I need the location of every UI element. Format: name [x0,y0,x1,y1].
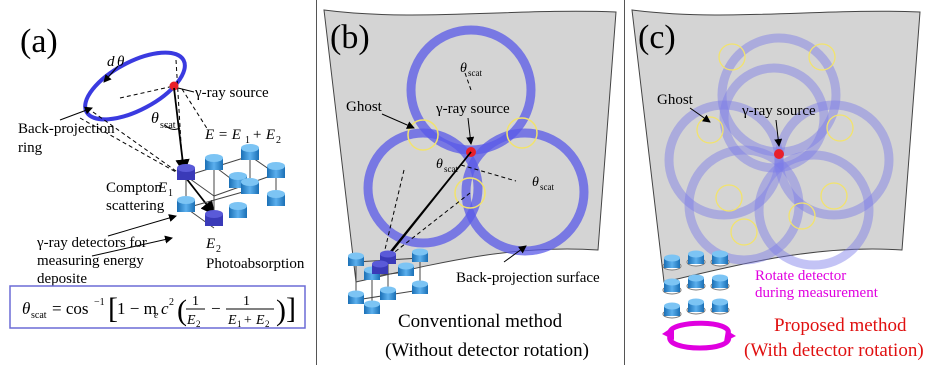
source-label-c: γ-ray source [741,103,816,119]
theta-scat-symbol: θ [151,110,159,127]
compton-label-1: Compton [106,180,162,196]
formula-den-e1-sub: 1 [237,319,242,329]
rotation-arrowhead-1 [724,330,736,342]
detector-array-b [348,248,428,314]
formula-cos: = cos [52,299,89,318]
ghost-leader-c [689,107,711,123]
scattered-ray [185,177,216,216]
ghost-leader [381,113,415,129]
formula-box [9,285,306,329]
surface-label: Back-projection surface [456,270,600,286]
theta-scat-3: θ [532,175,539,190]
formula-one-minus: 1 − m [117,299,157,318]
panel-b: (b) θ scat θ scat θ scat Ghost γ-ray sou… [316,0,624,365]
dtheta-theta: θ [117,54,125,70]
divider-bc [624,0,625,365]
theta-arc [164,124,181,130]
dtheta-arrow [103,65,119,83]
formula-paren-right: ) [276,294,286,327]
source-leader-c [774,119,783,147]
formula-theta: θ [22,299,30,318]
caption-c-1: Proposed method [774,315,907,336]
divider-ab [316,0,317,365]
formula-bracket-left: [ [108,292,118,325]
energy-sub1: 1 [245,135,250,146]
rotate-label-2: during measurement [755,285,879,301]
theta-scat-3-sub: scat [540,182,554,192]
source-leader [177,87,195,93]
formula-theta-sub: scat [31,310,47,321]
e2-sub: 2 [216,244,221,255]
formula-den-e2: E [186,313,196,328]
gamma-source-dot [169,81,179,91]
e1-sub: 1 [168,188,173,199]
ring-leader [59,106,93,121]
e2-symbol: E [205,236,215,252]
theta-scat-1: θ [460,61,467,76]
formula-den-plus-e2: + E [243,313,265,328]
source-leader [466,117,475,145]
formula: θ scat = cos −1 [ 1 − m e c 2 ( 1 E 2 − … [22,292,296,329]
ghost-markers-c [696,43,854,246]
panel-c-label: (c) [638,19,676,56]
compton-label-2: scattering [106,198,165,214]
rotation-arrowhead-2 [662,326,674,340]
panel-a-label: (a) [20,23,58,60]
formula-minus: − [211,299,221,318]
photoabsorption-label: Photoabsorption [206,256,305,272]
ring-label-1: Back-projection [18,121,115,137]
panel-a-figure: (a) d θ γ-ray source θ scat E = E 1 + E … [9,23,306,329]
ring-label-2: ring [18,140,43,156]
panel-b-figure: (b) θ scat θ scat θ scat Ghost γ-ray sou… [323,9,617,361]
theta-scat-1-sub: scat [468,68,482,78]
caption-c-2: (With detector rotation) [744,340,924,361]
panel-a: (a) d θ γ-ray source θ scat E = E 1 + E … [0,0,316,365]
source-label: γ-ray source [435,101,510,117]
detector-cylinders [177,144,285,226]
caption-b-1: Conventional method [398,311,563,332]
formula-den-plus-e2-sub: 2 [265,319,270,329]
detectors-leader-1 [107,214,177,237]
gamma-source-dot-c [774,149,784,159]
energy-plus: + E [252,127,275,143]
panel-b-label: (b) [330,19,370,56]
formula-den-e2-sub: 2 [196,319,201,329]
e1-symbol: E [157,180,167,196]
dashed-cone [381,69,517,263]
theta-scat-2-sub: scat [444,164,458,174]
surface-leader [503,245,527,263]
formula-paren-left: ( [177,294,187,327]
formula-c: c [161,299,169,318]
energy-eq: E = E [204,127,241,143]
formula-num-2: 1 [243,294,250,309]
detectors-label-2: measuring energy [37,253,144,269]
incident-ray [173,87,190,174]
formula-e-sub: e [154,310,159,321]
ghost-label: Ghost [346,99,383,115]
detectors-label-1: γ-ray detectors for [36,235,147,251]
ghost-markers [407,117,538,209]
dtheta-d: d [107,54,115,70]
theta-scat-sub: scat [160,120,176,131]
energy-sub2: 2 [276,135,281,146]
rotate-label-1: Rotate detector [755,268,846,284]
formula-den-e1: E [227,313,237,328]
panel-c-figure: (c) Ghost γ-ray source [631,9,924,361]
formula-inv: −1 [94,297,105,308]
ghost-label-c: Ghost [657,92,694,108]
panel-c: (c) Ghost γ-ray source [624,0,927,365]
caption-b-2: (Without detector rotation) [385,340,589,361]
cone-lines [79,59,209,177]
detectors-label-3: deposite [37,271,87,287]
formula-bracket-right: ] [286,292,296,325]
theta-scat-2: θ [436,157,443,172]
formula-c-exp: 2 [169,297,174,308]
rotating-detector [662,250,730,319]
rotation-arrow-icon [667,320,731,351]
source-label: γ-ray source [194,85,269,101]
formula-num-1: 1 [192,294,199,309]
detector-array-a [177,144,285,229]
detectors-leader-2 [91,235,173,257]
